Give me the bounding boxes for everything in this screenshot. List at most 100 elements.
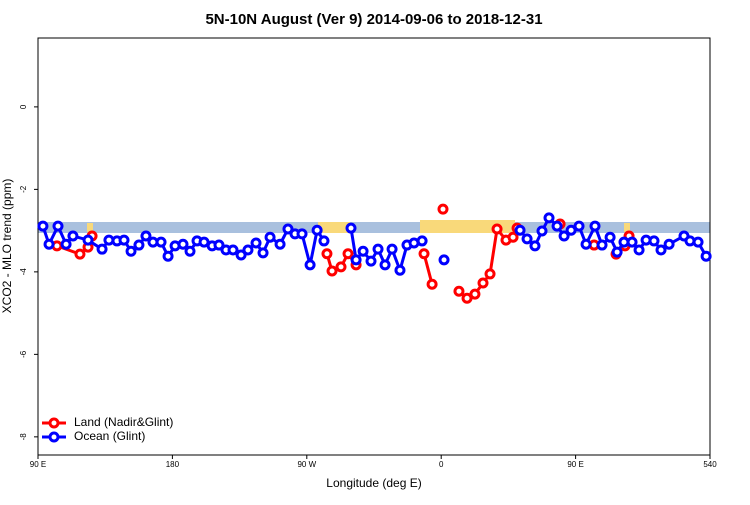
point [437, 203, 449, 215]
point [52, 220, 64, 232]
point [551, 220, 563, 232]
point [133, 239, 145, 251]
point [700, 250, 712, 262]
land-band [87, 223, 93, 232]
point [242, 244, 254, 256]
y-tick-label: -6 [19, 350, 28, 358]
point [125, 245, 137, 257]
point [394, 264, 406, 276]
land-band [420, 220, 515, 233]
point [626, 236, 638, 248]
point [357, 245, 369, 257]
y-tick-label: -8 [19, 433, 28, 441]
point [469, 288, 481, 300]
y-axis-label: XCO2 - MLO trend (ppm) [0, 179, 14, 314]
point [453, 285, 465, 297]
point [250, 237, 262, 249]
point [184, 245, 196, 257]
point [438, 254, 450, 266]
point [177, 238, 189, 250]
point [296, 228, 308, 240]
point [257, 247, 269, 259]
point [663, 238, 675, 250]
legend-label: Land (Nadir&Glint) [74, 415, 173, 429]
point [655, 244, 667, 256]
point [227, 244, 239, 256]
point [162, 250, 174, 262]
x-tick-label: 90 W [297, 460, 316, 469]
point [213, 239, 225, 251]
point [514, 224, 526, 236]
point [386, 243, 398, 255]
ocean-band [38, 222, 710, 233]
point [82, 234, 94, 246]
point [345, 222, 357, 234]
y-tick-label: 0 [19, 104, 28, 109]
point [573, 220, 585, 232]
point [484, 268, 496, 280]
point [477, 277, 489, 289]
point [461, 292, 473, 304]
x-tick-label: 90 E [567, 460, 583, 469]
point [326, 265, 338, 277]
point [350, 254, 362, 266]
point [379, 259, 391, 271]
point [274, 238, 286, 250]
chart-title: 5N-10N August (Ver 9) 2014-09-06 to 2018… [205, 11, 542, 28]
point [692, 236, 704, 248]
legend-label: Ocean (Glint) [74, 429, 145, 443]
point [43, 238, 55, 250]
x-tick-label: 180 [166, 460, 180, 469]
point [60, 238, 72, 250]
point [372, 243, 384, 255]
point [426, 278, 438, 290]
point [565, 224, 577, 236]
point [529, 240, 541, 252]
x-axis-label: Longitude (deg E) [326, 476, 421, 490]
point [335, 261, 347, 273]
point [74, 248, 86, 260]
plot-frame [37, 37, 711, 456]
point [365, 255, 377, 267]
point [633, 244, 645, 256]
legend-marker [48, 431, 60, 443]
point [118, 234, 130, 246]
point [37, 220, 49, 232]
point [235, 249, 247, 261]
x-tick-label: 90 E [30, 460, 46, 469]
point [321, 248, 333, 260]
point [491, 223, 503, 235]
point [198, 236, 210, 248]
point [67, 230, 79, 242]
point [611, 246, 623, 258]
land-band [318, 222, 350, 233]
point [264, 231, 276, 243]
point [416, 235, 428, 247]
point [318, 235, 330, 247]
point [580, 238, 592, 250]
point [543, 212, 555, 224]
point [536, 225, 548, 237]
x-tick-label: 540 [703, 460, 717, 469]
point [342, 248, 354, 260]
y-tick-label: -4 [19, 268, 28, 276]
legend-marker [48, 417, 60, 429]
y-tick-label: -2 [19, 185, 28, 193]
point [596, 239, 608, 251]
point [140, 230, 152, 242]
point [155, 236, 167, 248]
x-tick-label: 0 [439, 460, 444, 469]
point [282, 223, 294, 235]
point [648, 235, 660, 247]
point [418, 248, 430, 260]
point [96, 243, 108, 255]
point [604, 231, 616, 243]
point [507, 231, 519, 243]
point [521, 233, 533, 245]
point [304, 259, 316, 271]
point [311, 224, 323, 236]
point [589, 220, 601, 232]
land-band [624, 223, 630, 232]
point [558, 230, 570, 242]
